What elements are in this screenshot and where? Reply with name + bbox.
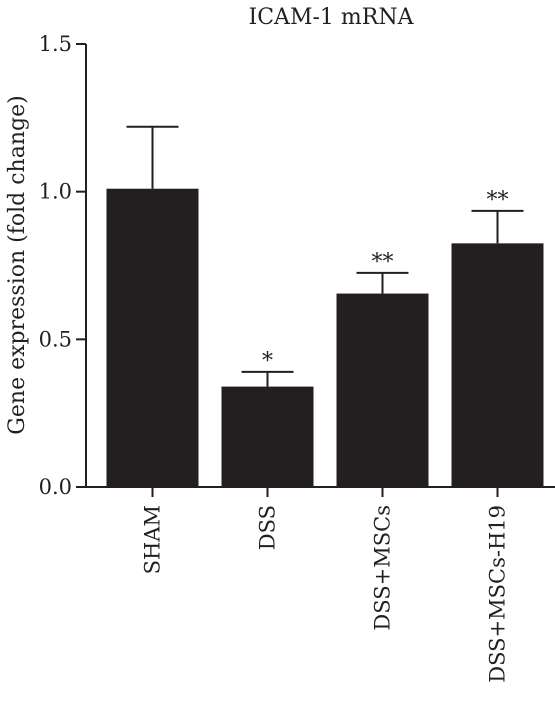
y-tick-label-3: 1.5 [39, 32, 72, 56]
significance-mark-3: ** [487, 188, 509, 213]
bar-2 [336, 293, 429, 487]
bars [106, 188, 544, 488]
category-label-2: DSS+MSCs [371, 505, 395, 631]
category-label-1: DSS [256, 505, 280, 550]
bar-1 [221, 386, 314, 487]
category-label-3: DSS+MSCs-H19 [486, 505, 510, 683]
significance-mark-1: * [262, 349, 273, 374]
chart-title: ICAM-1 mRNA [249, 5, 415, 30]
significance-marks: ***** [262, 188, 509, 374]
y-axis: 0.0 0.5 1.0 1.5 [39, 32, 87, 499]
category-label-0: SHAM [141, 505, 165, 574]
error-bars [126, 125, 524, 387]
significance-mark-2: ** [372, 250, 394, 275]
x-axis [86, 486, 555, 497]
y-tick-label-1: 0.5 [39, 327, 72, 351]
bar-3 [451, 243, 544, 487]
y-tick-label-0: 0.0 [39, 475, 72, 499]
bar-0 [106, 188, 199, 488]
y-tick-label-2: 1.0 [39, 180, 72, 204]
category-labels: SHAM DSS DSS+MSCs DSS+MSCs-H19 [141, 505, 510, 683]
y-axis-label: Gene expression (fold change) [5, 95, 30, 434]
